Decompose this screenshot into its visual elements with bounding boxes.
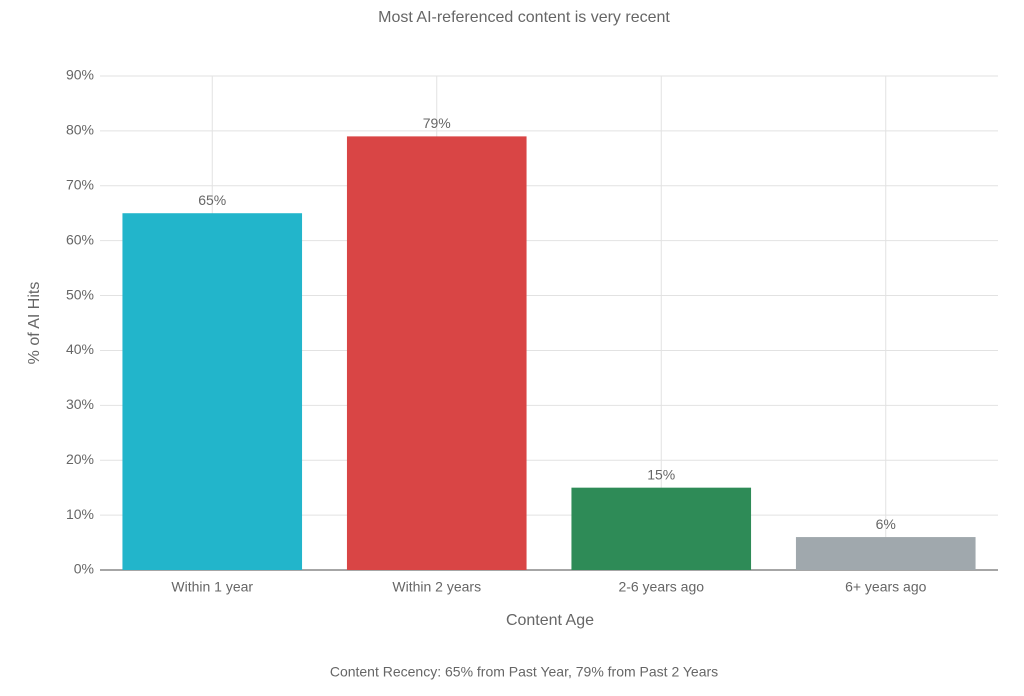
y-tick-label: 30%: [66, 396, 94, 412]
y-tick-label: 10%: [66, 506, 94, 522]
chart-title: Most AI-referenced content is very recen…: [378, 9, 670, 26]
x-axis-label: Content Age: [506, 612, 594, 629]
x-tick-label: Within 1 year: [171, 579, 253, 595]
y-tick-label: 0%: [74, 561, 94, 577]
bar: [346, 136, 527, 570]
x-tick-label: 6+ years ago: [845, 579, 927, 595]
y-tick-label: 70%: [66, 176, 94, 192]
y-tick-label: 50%: [66, 286, 94, 302]
value-label: 79%: [423, 115, 451, 131]
bar: [122, 213, 303, 570]
bar: [571, 487, 752, 570]
y-tick-label: 80%: [66, 122, 94, 138]
value-label: 65%: [198, 192, 226, 208]
y-axis-label: % of AI Hits: [26, 282, 43, 365]
y-tick-label: 90%: [66, 67, 94, 83]
x-tick-label: 2-6 years ago: [618, 579, 704, 595]
x-tick-label: Within 2 years: [392, 579, 481, 595]
value-label: 15%: [647, 466, 675, 482]
caption: Content Recency: 65% from Past Year, 79%…: [330, 664, 718, 680]
bar: [795, 537, 976, 570]
y-tick-label: 60%: [66, 231, 94, 247]
y-tick-label: 40%: [66, 341, 94, 357]
y-tick-label: 20%: [66, 451, 94, 467]
value-label: 6%: [876, 516, 896, 532]
